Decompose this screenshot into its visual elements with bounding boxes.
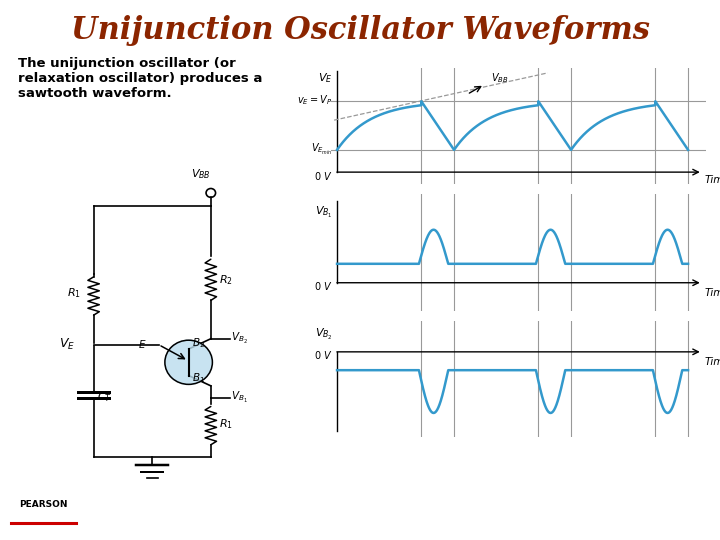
Text: Copyright ©2009 by Pearson Education, Inc.
Upper Saddle River, New Jersey 07458 : Copyright ©2009 by Pearson Education, In… [522, 496, 720, 512]
Text: $V_{E_{min}}$: $V_{E_{min}}$ [311, 143, 333, 157]
Text: $C_T$: $C_T$ [96, 390, 112, 404]
Text: PEARSON: PEARSON [19, 500, 68, 509]
Text: $E$: $E$ [138, 338, 146, 349]
Text: $v_E = V_P$: $v_E = V_P$ [297, 93, 333, 107]
Text: $R_1$: $R_1$ [219, 417, 233, 431]
Text: $V_E$: $V_E$ [59, 336, 75, 352]
Text: Unijunction Oscillator Waveforms: Unijunction Oscillator Waveforms [71, 15, 649, 46]
Text: 26: 26 [351, 496, 369, 509]
Circle shape [165, 340, 212, 384]
Text: Electronic Devices and Circuit Theory, 10/e
Robert L. Boylestad and Louis Nashel: Electronic Devices and Circuit Theory, 1… [97, 496, 262, 518]
Text: $V_{B_1}$: $V_{B_1}$ [231, 390, 248, 405]
Text: $V_{B_1}$: $V_{B_1}$ [315, 205, 333, 220]
Text: $V_{B_2}$: $V_{B_2}$ [315, 327, 333, 342]
Text: $V_E$: $V_E$ [318, 71, 333, 85]
Text: $V_{B_2}$: $V_{B_2}$ [231, 331, 248, 346]
FancyBboxPatch shape [9, 494, 77, 536]
Text: Time: Time [704, 288, 720, 298]
Text: $0\ V$: $0\ V$ [314, 170, 333, 182]
Text: $R_1$: $R_1$ [67, 286, 81, 300]
Text: $B_2$: $B_2$ [192, 336, 204, 350]
Text: The unijunction oscillator (or
relaxation oscillator) produces a
sawtooth wavefo: The unijunction oscillator (or relaxatio… [18, 57, 262, 100]
Text: $V_{BB}$: $V_{BB}$ [192, 167, 211, 180]
Text: $R_2$: $R_2$ [219, 273, 233, 287]
Text: Time: Time [704, 357, 720, 367]
Text: $B_1$: $B_1$ [192, 372, 205, 385]
Text: $0\ V$: $0\ V$ [314, 349, 333, 361]
Text: Time: Time [704, 176, 720, 186]
Text: $0\ V$: $0\ V$ [314, 280, 333, 292]
Text: $V_{BB}$: $V_{BB}$ [492, 71, 509, 85]
